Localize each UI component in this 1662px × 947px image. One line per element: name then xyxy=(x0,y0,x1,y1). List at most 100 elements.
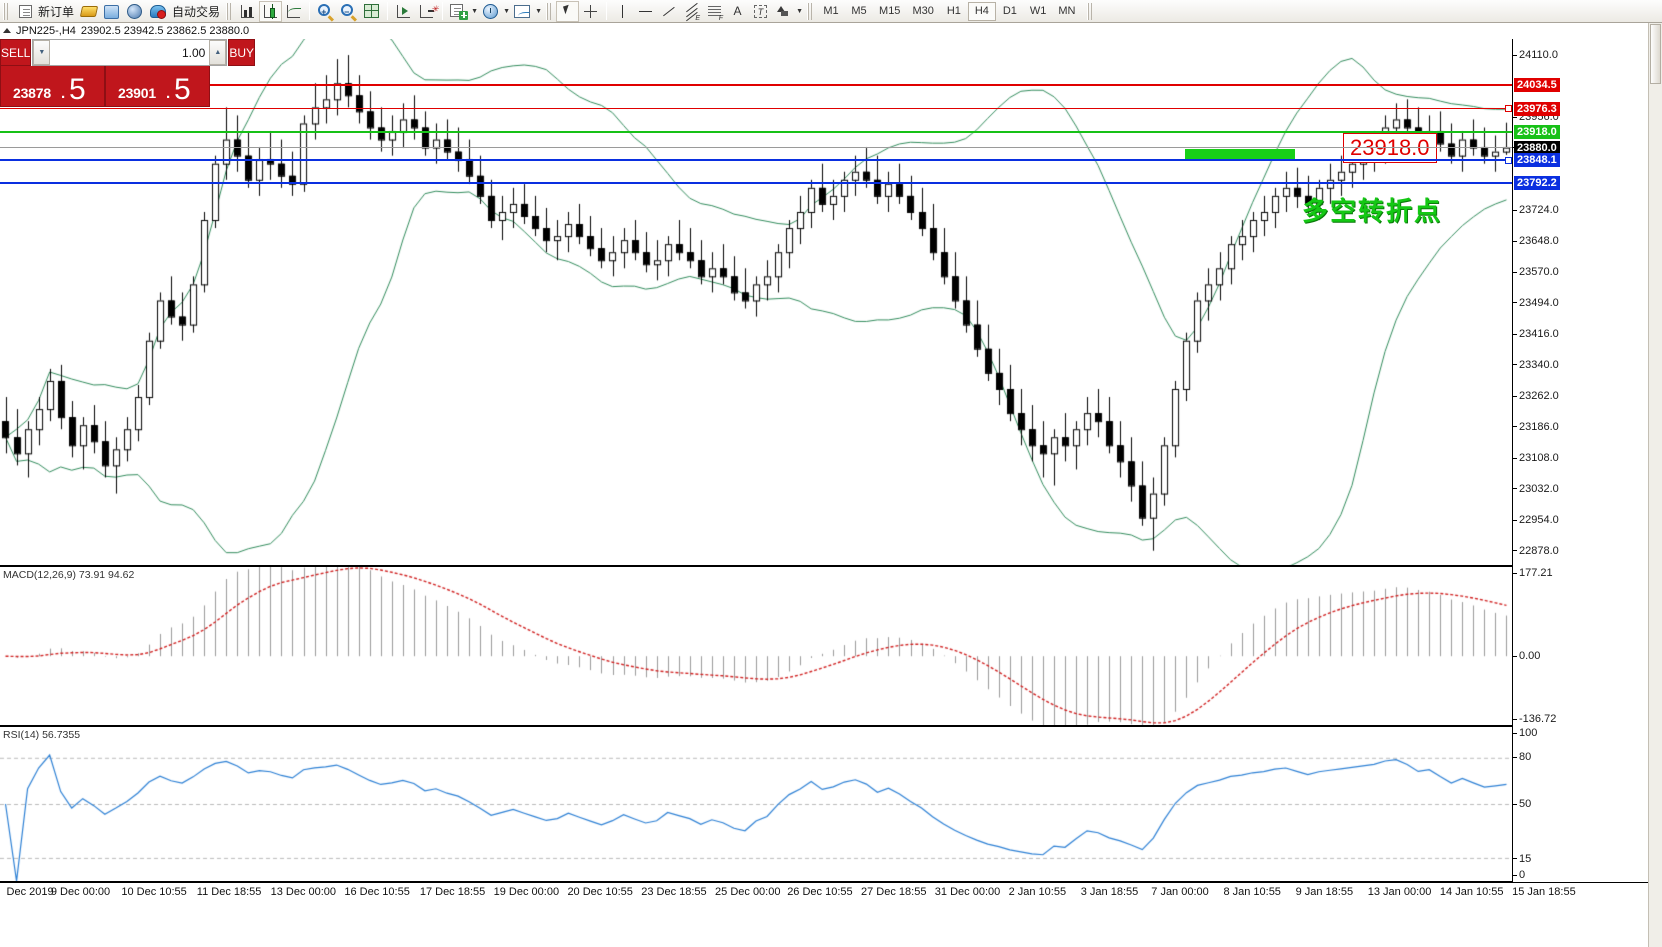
price-pane[interactable]: 23918.0 多空转折点 xyxy=(0,39,1512,566)
toolbar-grip[interactable] xyxy=(3,2,10,20)
line-chart-icon[interactable] xyxy=(282,1,305,22)
vertical-scrollbar[interactable] xyxy=(1648,23,1662,947)
scale-rsi-tick: 100 xyxy=(1513,727,1537,739)
chart-container: 23918.0 多空转折点 MACD(12,26,9) 73.91 94.62 … xyxy=(0,23,1662,947)
scale-rsi-tick: 0 xyxy=(1513,869,1525,881)
indicators-dropdown-caret[interactable]: ▼ xyxy=(471,7,478,15)
macd-pane[interactable]: MACD(12,26,9) 73.91 94.62 xyxy=(0,566,1512,726)
gold-icon[interactable] xyxy=(77,1,100,22)
crosshair-icon[interactable] xyxy=(579,1,602,22)
price-tick: 23186.0 xyxy=(1513,421,1559,433)
shapes-icon[interactable] xyxy=(772,1,795,22)
horizontal-line-icon[interactable] xyxy=(634,1,657,22)
bar-chart-icon[interactable] xyxy=(236,1,259,22)
timeframe-m1[interactable]: M1 xyxy=(823,5,839,17)
level-line-23792.2[interactable] xyxy=(0,181,1512,184)
period-icon[interactable] xyxy=(479,1,502,22)
cursor-icon[interactable] xyxy=(556,0,580,22)
templates-dropdown-caret[interactable]: ▼ xyxy=(535,7,542,15)
sell-button[interactable]: SELL xyxy=(0,39,32,66)
green-highlight-band xyxy=(1185,149,1295,161)
timeframe-m5[interactable]: M5 xyxy=(851,5,867,17)
autotrade-label: 自动交易 xyxy=(172,4,221,19)
indicators-icon[interactable] xyxy=(447,1,470,22)
timeframe-h1[interactable]: H1 xyxy=(946,5,961,17)
time-label: 19 Dec 00:00 xyxy=(493,886,560,898)
price-tag-23792.2[interactable]: 23792.2 xyxy=(1514,175,1560,190)
price-tag-23976.3[interactable]: 23976.3 xyxy=(1514,101,1560,116)
price-scale[interactable]: 24110.023956.023880.023724.023648.023570… xyxy=(1512,39,1662,566)
timeframe-w1[interactable]: W1 xyxy=(1029,5,1047,17)
templates-icon[interactable] xyxy=(511,1,534,22)
fibonacci-icon[interactable]: E xyxy=(680,1,703,22)
tile-windows-icon[interactable] xyxy=(360,1,383,22)
level-line-24034.5[interactable] xyxy=(0,84,1512,87)
autotrade-button[interactable]: 自动交易 xyxy=(169,1,223,22)
zoom-in-icon[interactable]: + xyxy=(314,1,337,22)
price-tag-23848.1[interactable]: 23848.1 xyxy=(1514,153,1560,168)
vertical-line-icon[interactable] xyxy=(611,1,634,22)
level-line-23976.3[interactable] xyxy=(0,107,1512,110)
toolbar-grip-5[interactable] xyxy=(1087,2,1095,20)
time-label: 10 Dec 10:55 xyxy=(121,886,187,898)
timeframe-group: M1 M5 M15 M30 H1 H4 D1 W1 MN xyxy=(817,1,1081,21)
buy-button[interactable]: BUY xyxy=(228,39,256,66)
rsi-scale[interactable]: 100 80 50 15 0 xyxy=(1512,726,1662,882)
sell-price-dot: . xyxy=(61,85,66,102)
level-handle[interactable] xyxy=(1505,156,1512,164)
volume-increment-button[interactable]: ▲ xyxy=(209,40,227,65)
sell-price-display[interactable]: 23878 . 5 xyxy=(0,66,105,107)
toolbar-grip-2[interactable] xyxy=(226,2,234,20)
price-tag-24034.5[interactable]: 24034.5 xyxy=(1514,78,1560,93)
volume-stepper[interactable]: ▼ ▲ xyxy=(32,39,228,66)
timeframe-h4[interactable]: H4 xyxy=(967,1,996,21)
time-label: 23 Dec 18:55 xyxy=(641,886,707,898)
candlestick-chart-icon[interactable] xyxy=(259,0,283,22)
macd-scale[interactable]: 177.21 0.00 -136.72 xyxy=(1512,566,1662,726)
zoom-out-icon[interactable]: − xyxy=(337,1,360,22)
timeframe-m15[interactable]: M15 xyxy=(879,5,901,17)
time-label: 11 Dec 18:55 xyxy=(196,886,262,898)
level-line-23848.1[interactable] xyxy=(0,159,1512,162)
chart-shift-icon[interactable] xyxy=(392,1,415,22)
auto-scroll-icon[interactable]: ✳ xyxy=(415,1,439,22)
text-icon[interactable]: A xyxy=(733,3,742,18)
level-line-23880.0[interactable] xyxy=(0,146,1512,149)
timeframe-m30[interactable]: M30 xyxy=(912,5,934,17)
price-tag-23880.0[interactable]: 23880.0 xyxy=(1514,140,1560,155)
trendline-icon[interactable] xyxy=(657,1,680,22)
text-label-icon[interactable]: T xyxy=(749,1,772,22)
globe-icon[interactable] xyxy=(123,1,146,22)
time-label: 31 Dec 00:00 xyxy=(934,886,1001,898)
time-label: 13 Jan 00:00 xyxy=(1367,886,1432,898)
channel-icon[interactable]: F xyxy=(703,1,726,22)
chart-ohlc-values: 23902.5 23942.5 23862.5 23880.0 xyxy=(80,24,250,37)
time-label: 25 Dec 00:00 xyxy=(715,886,781,898)
toolbar-grip-4[interactable] xyxy=(807,2,815,20)
expert-advisor-icon[interactable] xyxy=(146,1,169,22)
scale-rsi-tick: 15 xyxy=(1513,853,1531,865)
buy-price-display[interactable]: 23901 . 5 xyxy=(105,66,210,107)
price-tick: 23032.0 xyxy=(1513,483,1559,495)
terminal-icon[interactable] xyxy=(100,1,123,22)
time-label: Dec 2019 xyxy=(6,886,54,898)
chart-expand-icon[interactable] xyxy=(3,28,11,33)
time-label: 9 Jan 18:55 xyxy=(1295,886,1354,898)
volume-decrement-button[interactable]: ▼ xyxy=(33,40,51,65)
timeframe-mn[interactable]: MN xyxy=(1058,5,1076,17)
shapes-dropdown-caret[interactable]: ▼ xyxy=(796,7,803,15)
scale-rsi-tick: 50 xyxy=(1513,798,1531,810)
price-tag-23918.0[interactable]: 23918.0 xyxy=(1514,125,1560,140)
level-line-23918.0[interactable] xyxy=(0,131,1512,133)
volume-input[interactable] xyxy=(50,40,210,65)
one-click-trading-panel: SELL ▼ ▲ BUY 23878 . 5 23901 . 5 xyxy=(0,39,256,107)
level-handle[interactable] xyxy=(1505,105,1512,113)
timeframe-d1[interactable]: D1 xyxy=(1002,5,1017,17)
scrollbar-thumb[interactable] xyxy=(1650,24,1661,84)
toolbar-grip-3[interactable] xyxy=(546,2,554,20)
period-dropdown-caret[interactable]: ▼ xyxy=(503,7,510,15)
new-order-button[interactable]: 新订单 xyxy=(13,1,77,22)
time-axis[interactable]: Dec 2019 9 Dec 00:00 10 Dec 10:55 11 Dec 18… xyxy=(0,882,1662,902)
time-label: 26 Dec 10:55 xyxy=(787,886,853,898)
rsi-pane[interactable]: RSI(14) 56.7355 xyxy=(0,726,1512,882)
